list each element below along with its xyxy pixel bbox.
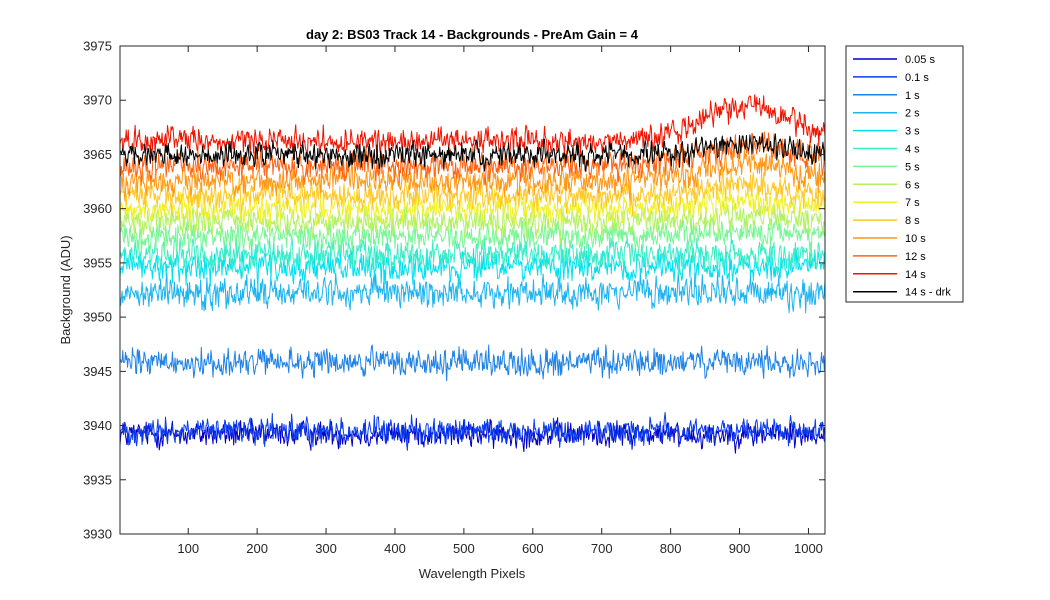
plot-frame — [119, 45, 826, 535]
series-line-10-s — [119, 149, 826, 202]
legend-label: 10 s — [905, 233, 926, 245]
y-tick-label: 3930 — [83, 527, 112, 542]
y-tick-label: 3975 — [83, 39, 112, 54]
x-tick-label: 1000 — [794, 541, 823, 556]
y-tick-label: 3950 — [83, 310, 112, 325]
x-axis-label: Wavelength Pixels — [419, 566, 526, 581]
legend-label: 14 s — [905, 269, 926, 281]
legend-box — [845, 45, 964, 303]
series-line-14-s — [119, 94, 826, 159]
series-line-4-s — [119, 235, 826, 278]
legend-label: 12 s — [905, 251, 926, 263]
series-line-0-1-s — [119, 411, 826, 451]
legend-label: 14 s - drk — [905, 287, 951, 299]
legend-label: 5 s — [905, 161, 920, 173]
x-tick-label: 900 — [729, 541, 751, 556]
series-line-6-s — [119, 201, 826, 244]
legend-label: 0.1 s — [905, 72, 929, 84]
series-line-5-s — [119, 217, 826, 256]
legend-label: 1 s — [905, 90, 920, 102]
x-tick-label: 300 — [315, 541, 337, 556]
x-tick-label: 700 — [591, 541, 613, 556]
x-tick-label: 500 — [453, 541, 475, 556]
y-tick-label: 3935 — [83, 472, 112, 487]
y-axis-label: Background (ADU) — [58, 235, 73, 344]
legend-label: 7 s — [905, 197, 920, 209]
x-tick-label: 200 — [246, 541, 268, 556]
y-tick-label: 3945 — [83, 364, 112, 379]
series-layer — [119, 94, 826, 454]
tick-layer: 100 200 300 400 500 600 700 800 900 1000 3930 3935 3… — [83, 39, 825, 556]
legend-label: 6 s — [905, 179, 920, 191]
y-tick-label: 3965 — [83, 147, 112, 162]
x-tick-label: 400 — [384, 541, 406, 556]
series-line-14-s-drk — [119, 132, 826, 172]
series-line-1-s — [119, 344, 826, 382]
y-tick-label: 3940 — [83, 418, 112, 433]
y-tick-label: 3960 — [83, 201, 112, 216]
x-tick-label: 600 — [522, 541, 544, 556]
chart-title: day 2: BS03 Track 14 - Backgrounds - Pre… — [306, 27, 639, 42]
y-tick-label: 3970 — [83, 93, 112, 108]
y-tick-label: 3955 — [83, 255, 112, 270]
legend: 0.05 s 0.1 s 1 s 2 s 3 s 4 s 5 s 6 s 7 s 8 s 10 s 1… — [845, 45, 964, 303]
series-line-2-s — [119, 272, 826, 314]
legend-label: 3 s — [905, 126, 920, 138]
legend-label: 8 s — [905, 215, 920, 227]
x-tick-label: 100 — [177, 541, 199, 556]
legend-label: 0.05 s — [905, 54, 935, 66]
x-tick-label: 800 — [660, 541, 682, 556]
legend-items: 0.05 s 0.1 s 1 s 2 s 3 s 4 s 5 s 6 s 7 s 8 s 10 s 1… — [853, 54, 951, 299]
legend-label: 4 s — [905, 144, 920, 156]
series-line-3-s — [119, 247, 826, 291]
legend-label: 2 s — [905, 108, 920, 120]
